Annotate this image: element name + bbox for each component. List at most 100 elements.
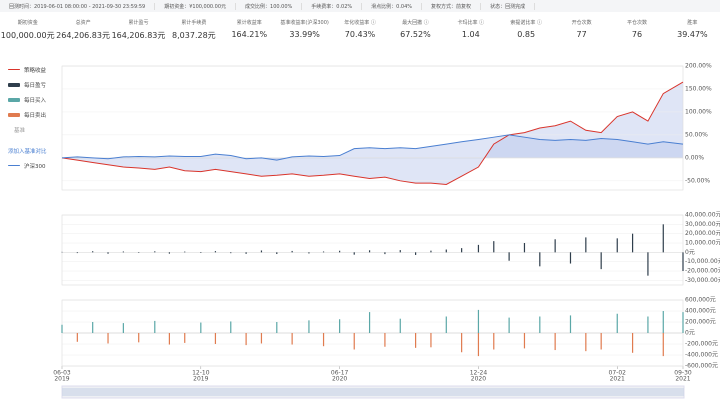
legend-item[interactable]: 沪深300: [8, 158, 47, 173]
sell-bar: [138, 333, 140, 343]
stat-value: 67.52%: [400, 30, 431, 39]
y-tick-label: 150.00%: [685, 85, 712, 92]
pnl-bar: [399, 250, 401, 253]
sell-bar: [168, 333, 170, 345]
y-tick-label: -400,000元: [685, 352, 718, 359]
x-tick-label: 12-10: [192, 370, 210, 377]
pnl-bar: [245, 252, 247, 254]
buy-bar: [647, 316, 649, 333]
x-tick-label: 07-02: [609, 370, 627, 377]
pnl-bar: [122, 251, 124, 253]
pnl-bar: [214, 251, 217, 253]
buy-bar: [445, 316, 447, 333]
sell-bar: [384, 333, 386, 347]
pnl-bar: [508, 252, 510, 261]
sell-bar: [523, 333, 526, 349]
stat-label: 平仓次数: [626, 19, 647, 26]
stat-label: 胜率: [687, 19, 698, 26]
info-item: 状态：回测完成: [481, 2, 536, 10]
legend-item[interactable]: 每日卖出: [8, 107, 47, 122]
stat: 平仓次数 76: [609, 14, 664, 41]
stat-label: 开仓次数: [571, 19, 592, 26]
legend-item[interactable]: 添加入基准对比: [8, 143, 47, 158]
buy-bar: [682, 312, 684, 333]
pnl-bar: [339, 250, 341, 253]
pnl-bar: [230, 252, 232, 254]
y-tick-label: 100.00%: [685, 108, 712, 115]
info-item: 复权方式：前复权: [422, 2, 482, 10]
legend-label: 每日买入: [24, 97, 47, 104]
legend-item[interactable]: 策略收益: [8, 62, 47, 77]
buy-bar: [616, 313, 618, 333]
legend-item: 基准: [8, 122, 47, 137]
sell-bar: [107, 333, 109, 344]
sell-bar: [461, 333, 463, 353]
pnl-bar: [539, 252, 541, 267]
buy-bar: [92, 322, 94, 333]
stat-value: 70.43%: [344, 30, 376, 39]
legend: 策略收益 每日盈亏 每日买入 每日卖出 基准 添加入基准对比 沪深300: [8, 62, 47, 173]
sell-bar: [493, 333, 495, 350]
stat: 卡玛比率 ⓘ 1.04: [443, 14, 498, 41]
y-tick-label: 0元: [685, 249, 695, 256]
y-tick-label: 10,000.00元: [685, 240, 720, 247]
legend-item[interactable]: 每日买入: [8, 92, 47, 107]
pnl-bar: [308, 252, 310, 254]
sell-bar: [353, 333, 355, 350]
pnl-bar: [76, 252, 78, 254]
sell-bar: [322, 333, 325, 347]
info-item: 滑点比例：0.04%: [362, 2, 423, 10]
stat-value: 100,000.00元: [0, 31, 55, 40]
x-tick-year: 2020: [471, 376, 486, 383]
x-tick-year: 2021: [675, 376, 690, 383]
legend-item[interactable]: 每日盈亏: [8, 77, 47, 92]
scroll-thumb[interactable]: [62, 388, 684, 396]
sell-bar: [477, 333, 480, 357]
stat-value: 39.47%: [677, 30, 708, 39]
stat-value: 77: [576, 30, 587, 39]
stat-label: 基准收益率(沪深300): [280, 19, 329, 26]
x-tick-label: 09-30: [674, 370, 692, 377]
stat-label: 累计收益率: [236, 19, 262, 26]
buy-bar: [569, 315, 572, 333]
sell-bar: [214, 333, 217, 344]
y-tick-label: -20,000.00元: [685, 268, 720, 275]
stat: 开仓次数 77: [554, 14, 609, 41]
y-tick-label: -50.00%: [685, 177, 710, 184]
stat-label: 累计手续费: [181, 19, 207, 26]
panel-frame: [61, 65, 684, 191]
legend-label: 每日盈亏: [24, 82, 47, 89]
x-tick-year: 2019: [54, 376, 69, 383]
pnl-bar: [260, 250, 263, 253]
sell-bar: [415, 333, 417, 348]
pnl-bar: [168, 252, 170, 254]
pnl-bar: [461, 248, 463, 253]
sell-bar: [600, 333, 602, 350]
pnl-bar: [276, 252, 278, 255]
sell-bar: [260, 333, 263, 344]
info-bar: 回测时间：2019-06-01 08:00:00 - 2021-09-30 23…: [0, 0, 720, 12]
stat: 最大回撤 ⓘ 67.52%: [388, 14, 443, 41]
pnl-bar: [322, 251, 325, 253]
buy-bar: [230, 321, 232, 333]
buy-bar: [508, 317, 510, 333]
stat: 期初资金 100,000.00元: [0, 14, 55, 41]
buy-bar: [308, 320, 310, 333]
info-item: 手续费率：0.02%: [302, 2, 363, 10]
legend-label: 基准: [14, 127, 26, 134]
stat-label: 累计盈亏: [128, 19, 149, 26]
x-tick-year: 2019: [193, 376, 208, 383]
pnl-bar: [200, 252, 202, 253]
y-tick-label: 50.00%: [685, 131, 708, 138]
sell-bar: [76, 333, 78, 342]
buy-bar: [368, 312, 371, 333]
pnl-bar: [569, 252, 572, 264]
legend-label: 沪深300: [24, 163, 46, 170]
sell-bar: [184, 333, 186, 343]
series-line: [61, 81, 684, 186]
y-tick-label: 600,000元: [685, 297, 716, 304]
buy-bar: [61, 324, 63, 333]
buy-bar: [399, 318, 401, 333]
